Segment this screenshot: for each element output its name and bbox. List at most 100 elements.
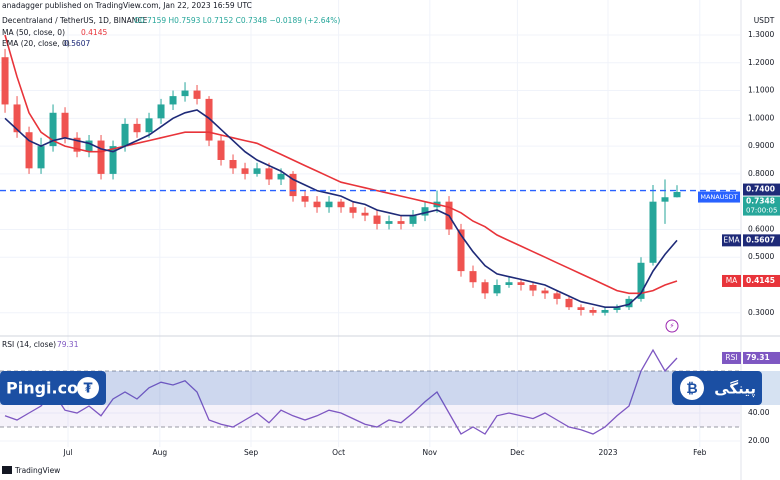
candle-body <box>13 104 21 133</box>
y-tick-label: 0.3000 <box>748 308 774 317</box>
indicator-line <box>4 109 678 308</box>
candle-body <box>673 192 681 198</box>
candle-body <box>205 98 213 141</box>
candle-body <box>49 112 57 147</box>
price-tag: 79.31 <box>746 353 770 362</box>
footer-brand: TradingView <box>14 466 60 475</box>
publisher: anadagger published on TradingView.com, … <box>2 1 252 10</box>
ma-legend-name: MA (50, close, 0) <box>2 28 65 37</box>
candle-body <box>625 298 633 308</box>
series-tag: EMA <box>723 235 740 244</box>
candle-body <box>409 215 417 224</box>
candle-body <box>193 90 201 99</box>
candle-body <box>61 112 69 138</box>
candle-body <box>145 118 153 133</box>
indicator-line <box>4 34 678 295</box>
series-tag-bg <box>722 234 741 247</box>
watermark-left: Pingi.co <box>6 379 78 398</box>
x-tick-label: Oct <box>332 448 345 457</box>
rsi-band <box>0 371 740 427</box>
candle-body <box>505 282 513 285</box>
y-tick-label: 40.00 <box>748 408 770 417</box>
last-price-bg <box>743 196 780 216</box>
symbol-tag-bg <box>698 191 740 203</box>
series-tag-bg <box>722 274 741 287</box>
candle-body <box>37 146 45 169</box>
candle-body <box>241 168 249 174</box>
x-tick-label: Nov <box>422 448 437 457</box>
y-tick-label: 20.00 <box>748 436 770 445</box>
rsi-legend-value: 79.31 <box>57 340 79 349</box>
candle-body <box>541 290 549 294</box>
y-tick-label: 0.9000 <box>748 141 774 150</box>
candle-body <box>73 137 81 152</box>
candle-body <box>157 104 165 119</box>
candle-body <box>277 173 285 180</box>
candle-body <box>325 201 333 208</box>
candle-body <box>289 173 297 197</box>
candle-body <box>97 140 105 174</box>
y-tick-label: 0.6000 <box>748 224 774 233</box>
price-tag: 0.4145 <box>746 276 775 285</box>
bitcoin-symbol: ₿ <box>686 381 697 397</box>
candle-body <box>373 215 381 224</box>
candle-body <box>457 229 465 272</box>
series-tag: RSI <box>725 353 737 362</box>
watermark-right: پینگی <box>714 380 756 399</box>
candle-body <box>121 123 129 147</box>
candle-body <box>25 132 33 169</box>
candle-body <box>637 262 645 299</box>
candle-body <box>613 307 621 310</box>
symbol-tag: MANAUSDT <box>700 193 737 201</box>
banner-left <box>0 371 106 405</box>
candle-body <box>493 285 501 294</box>
candle-body <box>385 221 393 224</box>
candle-body <box>229 160 237 169</box>
event-icon-glyph: ⚡ <box>670 322 675 330</box>
ma-legend-value: 0.4145 <box>81 28 107 37</box>
candle-body <box>517 282 525 285</box>
y-tick-label: 1.0000 <box>748 113 774 122</box>
candle-body <box>565 298 573 308</box>
candle-body <box>253 168 261 174</box>
event-icon <box>665 319 679 333</box>
candle-body <box>661 197 669 202</box>
candle-body <box>301 196 309 202</box>
candle-body <box>469 271 477 283</box>
x-tick-label: 2023 <box>598 448 617 457</box>
series-tag-bg <box>722 351 741 364</box>
x-tick-label: Sep <box>244 448 258 457</box>
price-tag-bg <box>743 351 780 364</box>
tether-symbol: ₮ <box>83 382 92 397</box>
candle-body <box>421 207 429 216</box>
candle-body <box>361 212 369 216</box>
candle-body <box>397 221 405 224</box>
candle-body <box>133 123 141 133</box>
symbol-title: Decentraland / TetherUS, 1D, BINANCE <box>2 16 148 25</box>
price-tag-bg <box>743 234 780 247</box>
y-tick-label: 0.8000 <box>748 169 774 178</box>
y-tick-label: 1.3000 <box>748 30 774 39</box>
candle-body <box>601 310 609 313</box>
ohlc-legend: O0.7159 H0.7593 L0.7152 C0.7348 −0.0189 … <box>134 16 340 25</box>
candle-body <box>265 168 273 180</box>
banner-strip <box>0 371 780 405</box>
footer: TradingView <box>2 466 60 475</box>
countdown: 07:00:05 <box>746 207 777 215</box>
ema-legend-name: EMA (20, close, 0) <box>2 39 70 48</box>
tether-icon <box>77 377 99 399</box>
price-tag: 0.5607 <box>746 235 775 244</box>
tv-logo <box>2 466 12 474</box>
watermark-banner: ₮ Pingi.co ₿ پینگی <box>0 371 780 405</box>
last-price: 0.7348 <box>746 197 775 206</box>
candle-body <box>529 285 537 291</box>
candle-body <box>337 201 345 208</box>
rsi-line <box>4 348 678 435</box>
candle-body <box>109 146 117 174</box>
candle-body <box>481 282 489 294</box>
level-tag: 0.7400 <box>746 185 775 194</box>
x-tick-label: Dec <box>510 448 525 457</box>
ema-legend-value: 0.5607 <box>64 39 90 48</box>
